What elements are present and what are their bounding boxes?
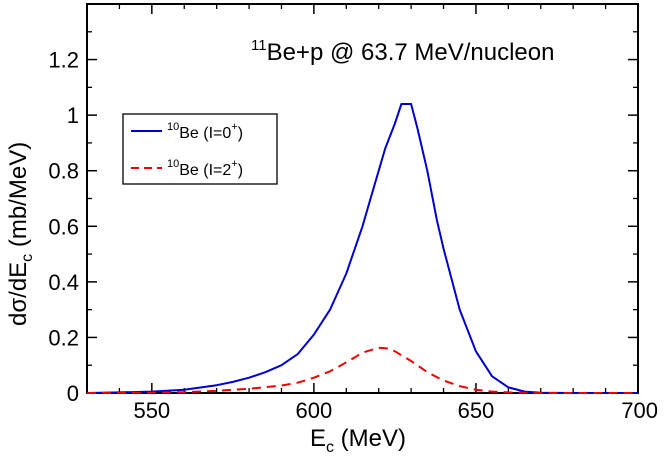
y-tick-label: 0: [67, 381, 79, 406]
legend-0-sup: 10: [167, 121, 179, 133]
x-tick-label: 650: [458, 398, 495, 423]
series-line-0: [86, 103, 638, 394]
y-tick-label: 0.6: [48, 214, 79, 239]
y-axis-ticks: 0 0.2 0.4 0.6 0.8 1 1.2: [48, 48, 638, 406]
legend-1-text: Be (I=2: [179, 162, 231, 179]
legend-0-text: Be (I=0: [179, 125, 231, 142]
legend: 10Be (I=0+) 10Be (I=2+): [122, 113, 278, 185]
x-tick-label: 700: [621, 398, 658, 423]
y-axis-label-pre: dσ/dE: [5, 262, 32, 326]
legend-label-1: 10Be (I=2+): [167, 158, 243, 179]
series-layer: [86, 103, 638, 394]
x-tick-label: 550: [133, 398, 170, 423]
plot-area: [86, 3, 639, 394]
y-tick-label: 0.4: [48, 270, 79, 295]
y-axis-label-post: (mb/MeV): [5, 142, 32, 254]
legend-label-0: 10Be (I=0+): [167, 121, 243, 142]
x-axis-label: Ec (MeV): [310, 425, 406, 456]
y-axis-label: dσ/dEc (mb/MeV): [5, 142, 36, 326]
legend-1-close: ): [238, 162, 243, 179]
legend-1-sup: 10: [167, 158, 179, 170]
annotation-superscript: 11: [251, 37, 267, 54]
legend-1-state-sup: +: [231, 158, 237, 170]
annotation-text: Be+p @ 63.7 MeV/nucleon: [267, 39, 555, 66]
y-tick-label: 0.8: [48, 159, 79, 184]
x-axis-label-main: E: [310, 425, 326, 452]
x-axis-label-sub: c: [326, 439, 334, 456]
y-axis-label-sub: c: [19, 254, 36, 262]
y-tick-label: 0.2: [48, 325, 79, 350]
x-axis-label-rest: (MeV): [334, 425, 406, 452]
x-tick-label: 600: [296, 398, 333, 423]
y-tick-label: 1: [67, 103, 79, 128]
series-line-1: [86, 346, 638, 394]
legend-0-close: ): [238, 125, 243, 142]
legend-0-state-sup: +: [231, 121, 237, 133]
y-tick-label: 1.2: [48, 48, 79, 73]
chart-annotation: 11Be+p @ 63.7 MeV/nucleon: [251, 37, 554, 66]
x-axis-ticks: 550 600 650 700: [133, 4, 658, 423]
legend-box: [122, 113, 278, 185]
